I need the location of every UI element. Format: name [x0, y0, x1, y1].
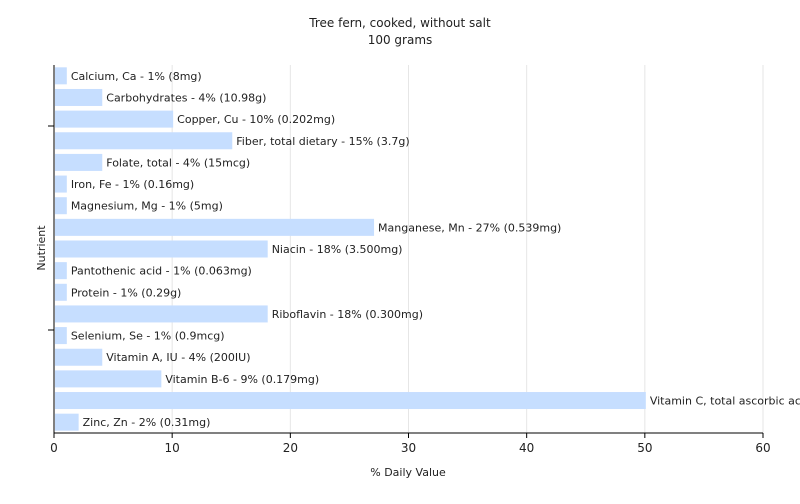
bar: [55, 240, 268, 258]
bar: [55, 197, 67, 215]
grid-lines: [171, 65, 764, 433]
bar-label: Iron, Fe - 1% (0.16mg): [71, 178, 194, 191]
axes: 0 10 20 30 40 50 60: [48, 65, 771, 455]
bar-label: Zinc, Zn - 2% (0.31mg): [83, 416, 211, 429]
bar: [55, 110, 174, 128]
bar-label: Fiber, total dietary - 15% (3.7g): [236, 135, 409, 148]
bar: [55, 153, 103, 171]
x-tick-label: 10: [165, 441, 180, 455]
bar: [55, 413, 79, 431]
bar-label: Selenium, Se - 1% (0.9mcg): [71, 330, 225, 343]
bar: [55, 175, 67, 193]
bar: [55, 348, 103, 366]
bar: [55, 88, 103, 106]
bar: [55, 327, 67, 345]
bars: Calcium, Ca - 1% (8mg) Carbohydrates - 4%…: [55, 67, 800, 431]
x-tick-label: 20: [283, 441, 298, 455]
bar: [55, 67, 67, 85]
bar-label: Vitamin C, total ascorbic acid - 50% (30…: [650, 395, 800, 408]
y-axis-label: Nutrient: [35, 225, 48, 271]
bar-label: Protein - 1% (0.29g): [71, 286, 182, 299]
bar-label: Vitamin A, IU - 4% (200IU): [106, 351, 250, 364]
bar-label: Folate, total - 4% (15mcg): [106, 156, 250, 169]
bar-label: Copper, Cu - 10% (0.202mg): [177, 113, 335, 126]
x-tick-label: 0: [50, 441, 58, 455]
bar-label: Calcium, Ca - 1% (8mg): [71, 70, 202, 83]
bar-label: Pantothenic acid - 1% (0.063mg): [71, 265, 252, 278]
bar-label: Vitamin B-6 - 9% (0.179mg): [165, 373, 319, 386]
bar: [55, 392, 646, 410]
bar: [55, 218, 375, 236]
bar: [55, 370, 162, 388]
bar: [55, 283, 67, 301]
bar-label: Magnesium, Mg - 1% (5mg): [71, 200, 223, 213]
x-axis-label: % Daily Value: [370, 466, 446, 479]
bar-label: Carbohydrates - 4% (10.98g): [106, 91, 266, 104]
bar-label: Manganese, Mn - 27% (0.539mg): [378, 221, 561, 234]
bar: [55, 132, 233, 150]
bar-label: Niacin - 18% (3.500mg): [272, 243, 403, 256]
bar-label: Riboflavin - 18% (0.300mg): [272, 308, 423, 321]
x-tick-label: 50: [637, 441, 652, 455]
x-tick-label: 30: [401, 441, 416, 455]
x-tick-label: 40: [519, 441, 534, 455]
bar: [55, 262, 67, 280]
bar: [55, 305, 268, 323]
x-tick-label: 60: [755, 441, 770, 455]
chart-title: Tree fern, cooked, without salt: [308, 16, 491, 30]
chart-subtitle: 100 grams: [368, 33, 433, 47]
